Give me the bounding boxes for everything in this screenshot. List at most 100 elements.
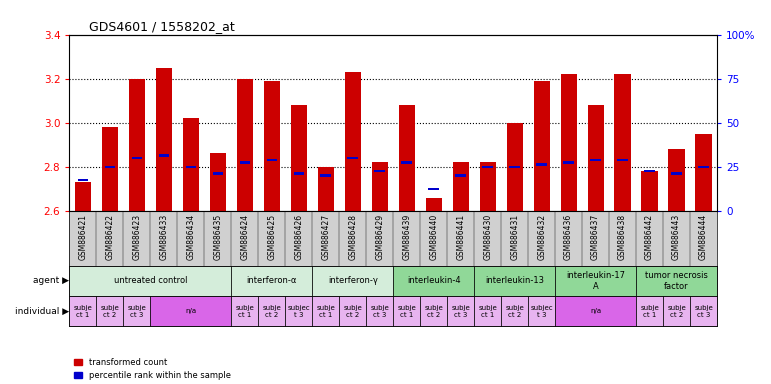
Bar <box>312 266 393 296</box>
Bar <box>555 296 636 326</box>
Text: GSM886423: GSM886423 <box>133 214 141 260</box>
Bar <box>447 296 474 326</box>
Text: subje
ct 1: subje ct 1 <box>478 305 497 318</box>
Bar <box>75 182 91 211</box>
Bar <box>294 172 304 175</box>
Bar <box>588 105 604 211</box>
Bar <box>534 81 550 211</box>
Text: subje
ct 1: subje ct 1 <box>640 305 659 318</box>
Bar <box>474 266 555 296</box>
Bar <box>318 167 334 211</box>
Bar <box>429 187 439 190</box>
Text: interleukin-17
A: interleukin-17 A <box>566 271 625 291</box>
Text: GSM886425: GSM886425 <box>268 214 276 260</box>
Text: interferon-α: interferon-α <box>247 276 297 285</box>
Bar <box>150 296 231 326</box>
Text: GSM886424: GSM886424 <box>241 214 249 260</box>
Text: subje
ct 1: subje ct 1 <box>235 305 254 318</box>
Text: GSM886428: GSM886428 <box>348 214 357 260</box>
Bar <box>537 163 547 166</box>
Text: subje
ct 3: subje ct 3 <box>694 305 713 318</box>
Bar <box>501 296 528 326</box>
Bar <box>129 79 145 211</box>
Text: subje
ct 2: subje ct 2 <box>100 305 120 318</box>
Bar <box>267 159 277 161</box>
Text: GSM886433: GSM886433 <box>160 214 168 260</box>
Bar <box>480 162 496 211</box>
Text: subje
ct 2: subje ct 2 <box>343 305 362 318</box>
Text: GSM886436: GSM886436 <box>564 214 573 260</box>
Text: subje
ct 2: subje ct 2 <box>505 305 524 318</box>
Text: GSM886440: GSM886440 <box>429 214 438 260</box>
Bar <box>345 72 361 211</box>
Bar <box>614 74 631 211</box>
Bar <box>285 296 312 326</box>
Bar <box>510 166 520 168</box>
Text: subje
ct 1: subje ct 1 <box>397 305 416 318</box>
Bar <box>123 296 150 326</box>
Bar <box>78 179 88 181</box>
Bar <box>695 134 712 211</box>
Bar <box>321 174 331 177</box>
Bar <box>312 296 339 326</box>
Text: GSM886435: GSM886435 <box>214 214 222 260</box>
Text: untreated control: untreated control <box>113 276 187 285</box>
Text: subje
ct 1: subje ct 1 <box>73 305 93 318</box>
Text: n/a: n/a <box>185 308 197 314</box>
Bar <box>183 118 199 211</box>
Bar <box>231 266 312 296</box>
Text: interferon-γ: interferon-γ <box>328 276 378 285</box>
Bar <box>699 166 709 168</box>
Bar <box>393 296 420 326</box>
Text: GSM886438: GSM886438 <box>618 214 627 260</box>
Bar <box>159 154 169 157</box>
Text: subje
ct 3: subje ct 3 <box>451 305 470 318</box>
Bar <box>591 159 601 161</box>
Text: subje
ct 1: subje ct 1 <box>316 305 335 318</box>
Text: n/a: n/a <box>590 308 601 314</box>
Bar <box>507 122 523 211</box>
Text: individual ▶: individual ▶ <box>15 307 69 316</box>
Bar <box>291 105 307 211</box>
Bar <box>663 296 690 326</box>
Bar <box>564 161 574 164</box>
Bar <box>426 197 442 211</box>
Bar <box>453 162 469 211</box>
Bar <box>668 149 685 211</box>
Bar <box>375 170 385 172</box>
Bar <box>555 266 636 296</box>
Bar <box>420 296 447 326</box>
Text: GSM886434: GSM886434 <box>187 214 195 260</box>
Bar <box>210 154 226 211</box>
Bar <box>348 157 358 159</box>
Bar <box>258 296 285 326</box>
Bar <box>213 172 223 175</box>
Bar <box>132 157 142 159</box>
Bar <box>264 81 280 211</box>
Bar <box>339 296 366 326</box>
Bar <box>483 166 493 168</box>
Text: GDS4601 / 1558202_at: GDS4601 / 1558202_at <box>89 20 234 33</box>
Text: subjec
t 3: subjec t 3 <box>530 305 553 318</box>
Bar <box>561 74 577 211</box>
Bar <box>672 172 682 175</box>
Text: GSM886443: GSM886443 <box>672 214 681 260</box>
Bar <box>402 161 412 164</box>
Bar <box>399 105 415 211</box>
Bar <box>69 296 96 326</box>
Text: GSM886421: GSM886421 <box>79 214 87 260</box>
Bar <box>237 79 253 211</box>
Bar <box>69 266 231 296</box>
Bar <box>156 68 172 211</box>
Bar <box>474 296 501 326</box>
Bar <box>231 296 258 326</box>
Text: GSM886429: GSM886429 <box>375 214 384 260</box>
Text: agent ▶: agent ▶ <box>33 276 69 285</box>
Bar <box>186 166 196 168</box>
Bar <box>366 296 393 326</box>
Bar <box>96 296 123 326</box>
Text: subje
ct 3: subje ct 3 <box>127 305 146 318</box>
Bar <box>618 159 628 161</box>
Text: subje
ct 3: subje ct 3 <box>370 305 389 318</box>
Text: GSM886430: GSM886430 <box>483 214 492 260</box>
